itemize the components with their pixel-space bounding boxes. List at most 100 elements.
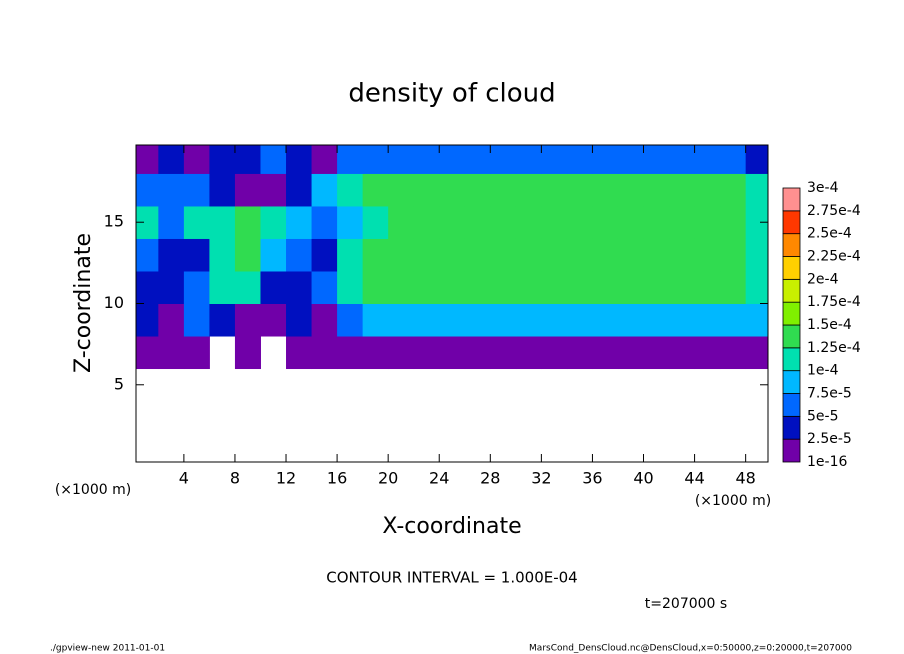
annotation: CONTOUR INTERVAL = 1.000E-04 [326, 569, 577, 587]
cell [694, 303, 721, 337]
cell [566, 145, 593, 174]
field [136, 145, 768, 370]
cell [745, 270, 768, 304]
cell [720, 205, 747, 239]
cell [209, 303, 236, 337]
cell [234, 145, 261, 174]
cell [337, 205, 364, 239]
cell [413, 238, 440, 272]
colorbar-label: 1.5e-4 [807, 317, 852, 333]
cell [515, 336, 542, 370]
cell [566, 336, 593, 370]
cell [745, 173, 768, 207]
cell [592, 336, 619, 370]
cell [311, 205, 338, 239]
cell [464, 303, 491, 337]
colorbar-label: 2.75e-4 [807, 203, 861, 219]
cell [566, 303, 593, 337]
cell [337, 238, 364, 272]
cell [464, 336, 491, 370]
cell [413, 303, 440, 337]
colorbar-label: 2.5e-5 [807, 431, 852, 447]
cell [260, 303, 287, 337]
cell [136, 145, 159, 174]
cell [286, 205, 313, 239]
colorbar-band [782, 415, 801, 440]
cell [158, 270, 185, 304]
cell [388, 336, 415, 370]
cell [745, 303, 768, 337]
cell [311, 173, 338, 207]
cell [694, 145, 721, 174]
x-tick-label: 36 [582, 469, 602, 488]
cell [234, 205, 261, 239]
cell [311, 238, 338, 272]
x-tick-label: 44 [684, 469, 704, 488]
cell [362, 270, 389, 304]
cell [720, 173, 747, 207]
cell [464, 270, 491, 304]
cell [260, 270, 287, 304]
cell [439, 336, 466, 370]
colorbar-band [782, 187, 801, 212]
colorbar-band [782, 210, 801, 235]
colorbar-band [782, 301, 801, 326]
cell [592, 173, 619, 207]
cell [617, 238, 645, 272]
x-tick-label: 8 [230, 469, 240, 488]
cell [311, 270, 338, 304]
cell [720, 238, 747, 272]
cell [388, 270, 415, 304]
cell [515, 303, 542, 337]
cell [260, 145, 287, 174]
cell [311, 303, 338, 337]
colorbar-band [782, 256, 801, 280]
cell [158, 238, 185, 272]
cell [694, 205, 721, 239]
cell [136, 238, 159, 272]
cell [617, 336, 645, 370]
cell [439, 205, 466, 239]
cell [439, 173, 466, 207]
cell [209, 145, 236, 174]
cell [490, 270, 517, 304]
cell [234, 173, 261, 207]
cell [209, 205, 236, 239]
y-tick-label: 15 [104, 212, 124, 231]
cell [694, 270, 721, 304]
cell [183, 145, 210, 174]
cell [209, 173, 236, 207]
colorbar-band [782, 438, 801, 463]
cell [643, 145, 670, 174]
cell [234, 336, 261, 370]
cell [541, 238, 568, 272]
x-tick-label: 48 [735, 469, 755, 488]
cell [260, 238, 287, 272]
cell [669, 303, 696, 337]
cell [643, 270, 670, 304]
cell [362, 205, 389, 239]
cell [566, 173, 593, 207]
cell [183, 303, 210, 337]
cell [362, 336, 389, 370]
cell [541, 270, 568, 304]
cell [286, 145, 313, 174]
cell [617, 145, 645, 174]
y-tick-label: 10 [104, 293, 124, 312]
cell [617, 270, 645, 304]
cell [413, 336, 440, 370]
cell [592, 145, 619, 174]
y-tick-label: 5 [114, 374, 124, 393]
cell [234, 303, 261, 337]
cell [439, 270, 466, 304]
cell [745, 336, 768, 370]
cell [362, 145, 389, 174]
cell [720, 270, 747, 304]
colorbar-label: 2e-4 [807, 271, 839, 287]
cell [439, 238, 466, 272]
cell [643, 238, 670, 272]
cell [669, 336, 696, 370]
cell [260, 205, 287, 239]
cell [464, 173, 491, 207]
